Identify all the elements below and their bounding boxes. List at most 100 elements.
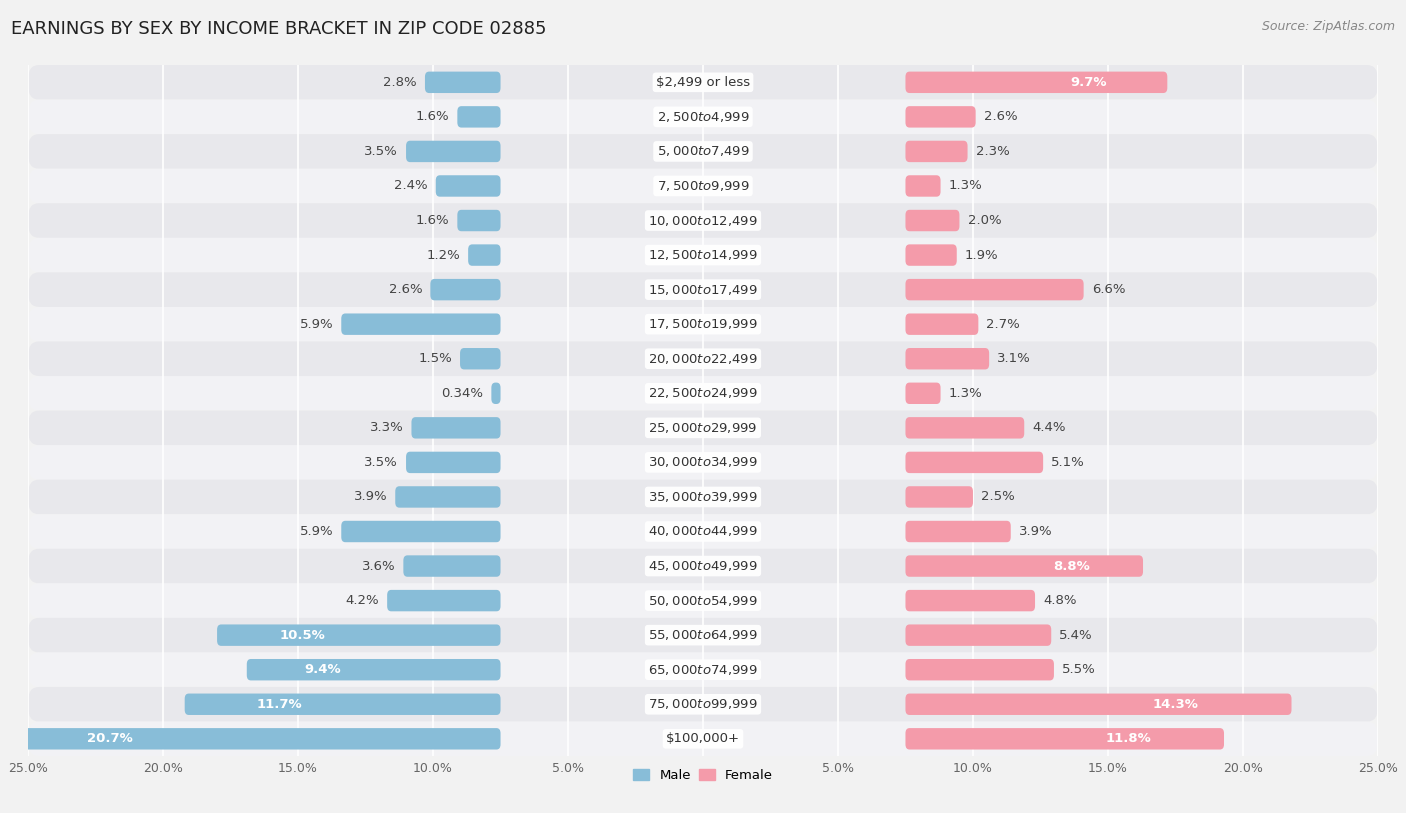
Text: $12,500 to $14,999: $12,500 to $14,999 (648, 248, 758, 262)
Text: 1.6%: 1.6% (416, 214, 450, 227)
Text: 10.5%: 10.5% (280, 628, 325, 641)
Text: $2,499 or less: $2,499 or less (657, 76, 749, 89)
FancyBboxPatch shape (457, 107, 501, 128)
Text: 5.5%: 5.5% (1062, 663, 1095, 676)
FancyBboxPatch shape (28, 480, 1378, 515)
Text: $50,000 to $54,999: $50,000 to $54,999 (648, 593, 758, 607)
FancyBboxPatch shape (905, 141, 967, 162)
FancyBboxPatch shape (387, 590, 501, 611)
Text: 3.3%: 3.3% (370, 421, 404, 434)
FancyBboxPatch shape (28, 376, 1378, 411)
FancyBboxPatch shape (905, 521, 1011, 542)
Text: $2,500 to $4,999: $2,500 to $4,999 (657, 110, 749, 124)
Text: 1.3%: 1.3% (949, 387, 983, 400)
FancyBboxPatch shape (905, 176, 941, 197)
Text: 5.9%: 5.9% (299, 318, 333, 331)
Text: $5,000 to $7,499: $5,000 to $7,499 (657, 145, 749, 159)
FancyBboxPatch shape (412, 417, 501, 438)
Text: 1.2%: 1.2% (426, 249, 460, 262)
FancyBboxPatch shape (184, 693, 501, 715)
FancyBboxPatch shape (905, 452, 1043, 473)
FancyBboxPatch shape (905, 107, 976, 128)
FancyBboxPatch shape (468, 245, 501, 266)
FancyBboxPatch shape (436, 176, 501, 197)
FancyBboxPatch shape (905, 348, 990, 369)
FancyBboxPatch shape (28, 65, 1378, 99)
Text: 1.9%: 1.9% (965, 249, 998, 262)
Text: 4.8%: 4.8% (1043, 594, 1077, 607)
Text: 11.8%: 11.8% (1105, 733, 1152, 746)
Text: 8.8%: 8.8% (1053, 559, 1090, 572)
Text: $35,000 to $39,999: $35,000 to $39,999 (648, 490, 758, 504)
Text: 2.6%: 2.6% (984, 111, 1018, 124)
Text: 2.0%: 2.0% (967, 214, 1001, 227)
FancyBboxPatch shape (905, 590, 1035, 611)
Text: 2.6%: 2.6% (388, 283, 422, 296)
Text: 14.3%: 14.3% (1153, 698, 1199, 711)
FancyBboxPatch shape (28, 446, 1378, 480)
FancyBboxPatch shape (406, 141, 501, 162)
Text: 6.6%: 6.6% (1091, 283, 1125, 296)
FancyBboxPatch shape (905, 72, 1167, 93)
FancyBboxPatch shape (430, 279, 501, 300)
FancyBboxPatch shape (217, 624, 501, 646)
Text: $45,000 to $49,999: $45,000 to $49,999 (648, 559, 758, 573)
Text: 3.9%: 3.9% (1019, 525, 1053, 538)
Text: $10,000 to $12,499: $10,000 to $12,499 (648, 214, 758, 228)
FancyBboxPatch shape (28, 237, 1378, 272)
FancyBboxPatch shape (28, 618, 1378, 652)
Text: 1.5%: 1.5% (418, 352, 451, 365)
FancyBboxPatch shape (905, 210, 959, 231)
FancyBboxPatch shape (406, 452, 501, 473)
Text: EARNINGS BY SEX BY INCOME BRACKET IN ZIP CODE 02885: EARNINGS BY SEX BY INCOME BRACKET IN ZIP… (11, 20, 547, 38)
Text: 0.34%: 0.34% (441, 387, 484, 400)
Text: $75,000 to $99,999: $75,000 to $99,999 (648, 698, 758, 711)
Text: 5.1%: 5.1% (1052, 456, 1085, 469)
Text: Source: ZipAtlas.com: Source: ZipAtlas.com (1261, 20, 1395, 33)
FancyBboxPatch shape (28, 307, 1378, 341)
Text: $25,000 to $29,999: $25,000 to $29,999 (648, 421, 758, 435)
FancyBboxPatch shape (28, 687, 1378, 722)
Text: 2.4%: 2.4% (394, 180, 427, 193)
Text: 3.9%: 3.9% (353, 490, 387, 503)
FancyBboxPatch shape (905, 486, 973, 507)
Text: 3.6%: 3.6% (361, 559, 395, 572)
FancyBboxPatch shape (905, 279, 1084, 300)
Text: $65,000 to $74,999: $65,000 to $74,999 (648, 663, 758, 676)
FancyBboxPatch shape (247, 659, 501, 680)
FancyBboxPatch shape (905, 314, 979, 335)
FancyBboxPatch shape (905, 383, 941, 404)
Text: 3.1%: 3.1% (997, 352, 1031, 365)
Text: 4.2%: 4.2% (346, 594, 380, 607)
Text: 2.5%: 2.5% (981, 490, 1015, 503)
Text: $20,000 to $22,499: $20,000 to $22,499 (648, 352, 758, 366)
FancyBboxPatch shape (28, 272, 1378, 307)
FancyBboxPatch shape (905, 417, 1024, 438)
FancyBboxPatch shape (28, 341, 1378, 376)
FancyBboxPatch shape (342, 314, 501, 335)
FancyBboxPatch shape (342, 521, 501, 542)
Text: $55,000 to $64,999: $55,000 to $64,999 (648, 628, 758, 642)
Text: $100,000+: $100,000+ (666, 733, 740, 746)
FancyBboxPatch shape (28, 169, 1378, 203)
Text: $15,000 to $17,499: $15,000 to $17,499 (648, 283, 758, 297)
FancyBboxPatch shape (404, 555, 501, 576)
Text: $30,000 to $34,999: $30,000 to $34,999 (648, 455, 758, 469)
FancyBboxPatch shape (28, 652, 1378, 687)
Text: 2.7%: 2.7% (987, 318, 1021, 331)
Text: 9.7%: 9.7% (1070, 76, 1107, 89)
FancyBboxPatch shape (28, 584, 1378, 618)
Text: 9.4%: 9.4% (305, 663, 342, 676)
FancyBboxPatch shape (905, 624, 1052, 646)
Text: 5.9%: 5.9% (299, 525, 333, 538)
FancyBboxPatch shape (425, 72, 501, 93)
Text: $22,500 to $24,999: $22,500 to $24,999 (648, 386, 758, 400)
Legend: Male, Female: Male, Female (627, 764, 779, 788)
FancyBboxPatch shape (491, 383, 501, 404)
FancyBboxPatch shape (28, 99, 1378, 134)
FancyBboxPatch shape (28, 411, 1378, 446)
FancyBboxPatch shape (28, 134, 1378, 169)
FancyBboxPatch shape (457, 210, 501, 231)
FancyBboxPatch shape (905, 728, 1225, 750)
Text: 3.5%: 3.5% (364, 456, 398, 469)
